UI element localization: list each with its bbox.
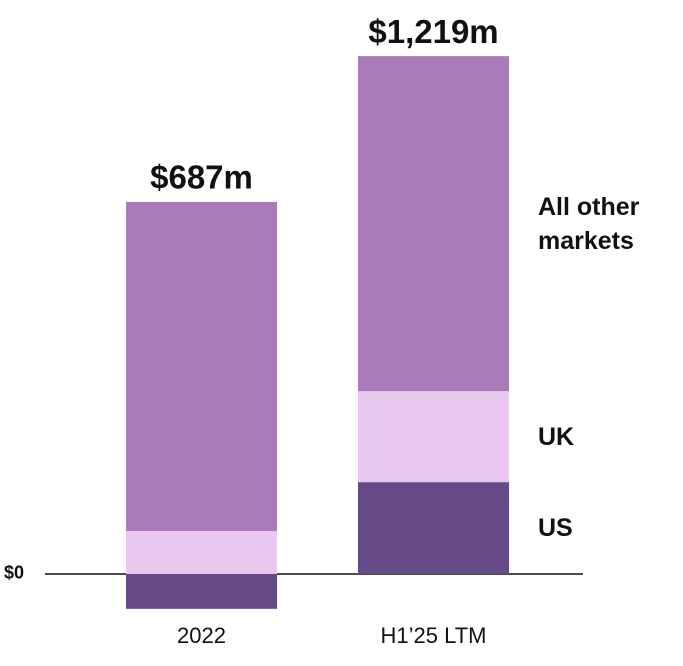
bar-segment [358,56,509,392]
legend-label: UK [538,422,575,451]
bar-segment [358,482,509,574]
bar-segment [358,391,509,483]
x-tick-label: H1’25 LTM [381,623,487,648]
total-label: $687m [150,159,253,196]
total-label: $1,219m [368,13,498,50]
bar-segment [126,201,277,532]
y-tick-label: $0 [4,563,24,583]
legend-label: All other markets [538,192,640,255]
bar-segment [126,573,277,609]
legend-label: US [538,514,573,543]
x-tick-label: 2022 [177,623,226,648]
bar-segment [126,531,277,574]
